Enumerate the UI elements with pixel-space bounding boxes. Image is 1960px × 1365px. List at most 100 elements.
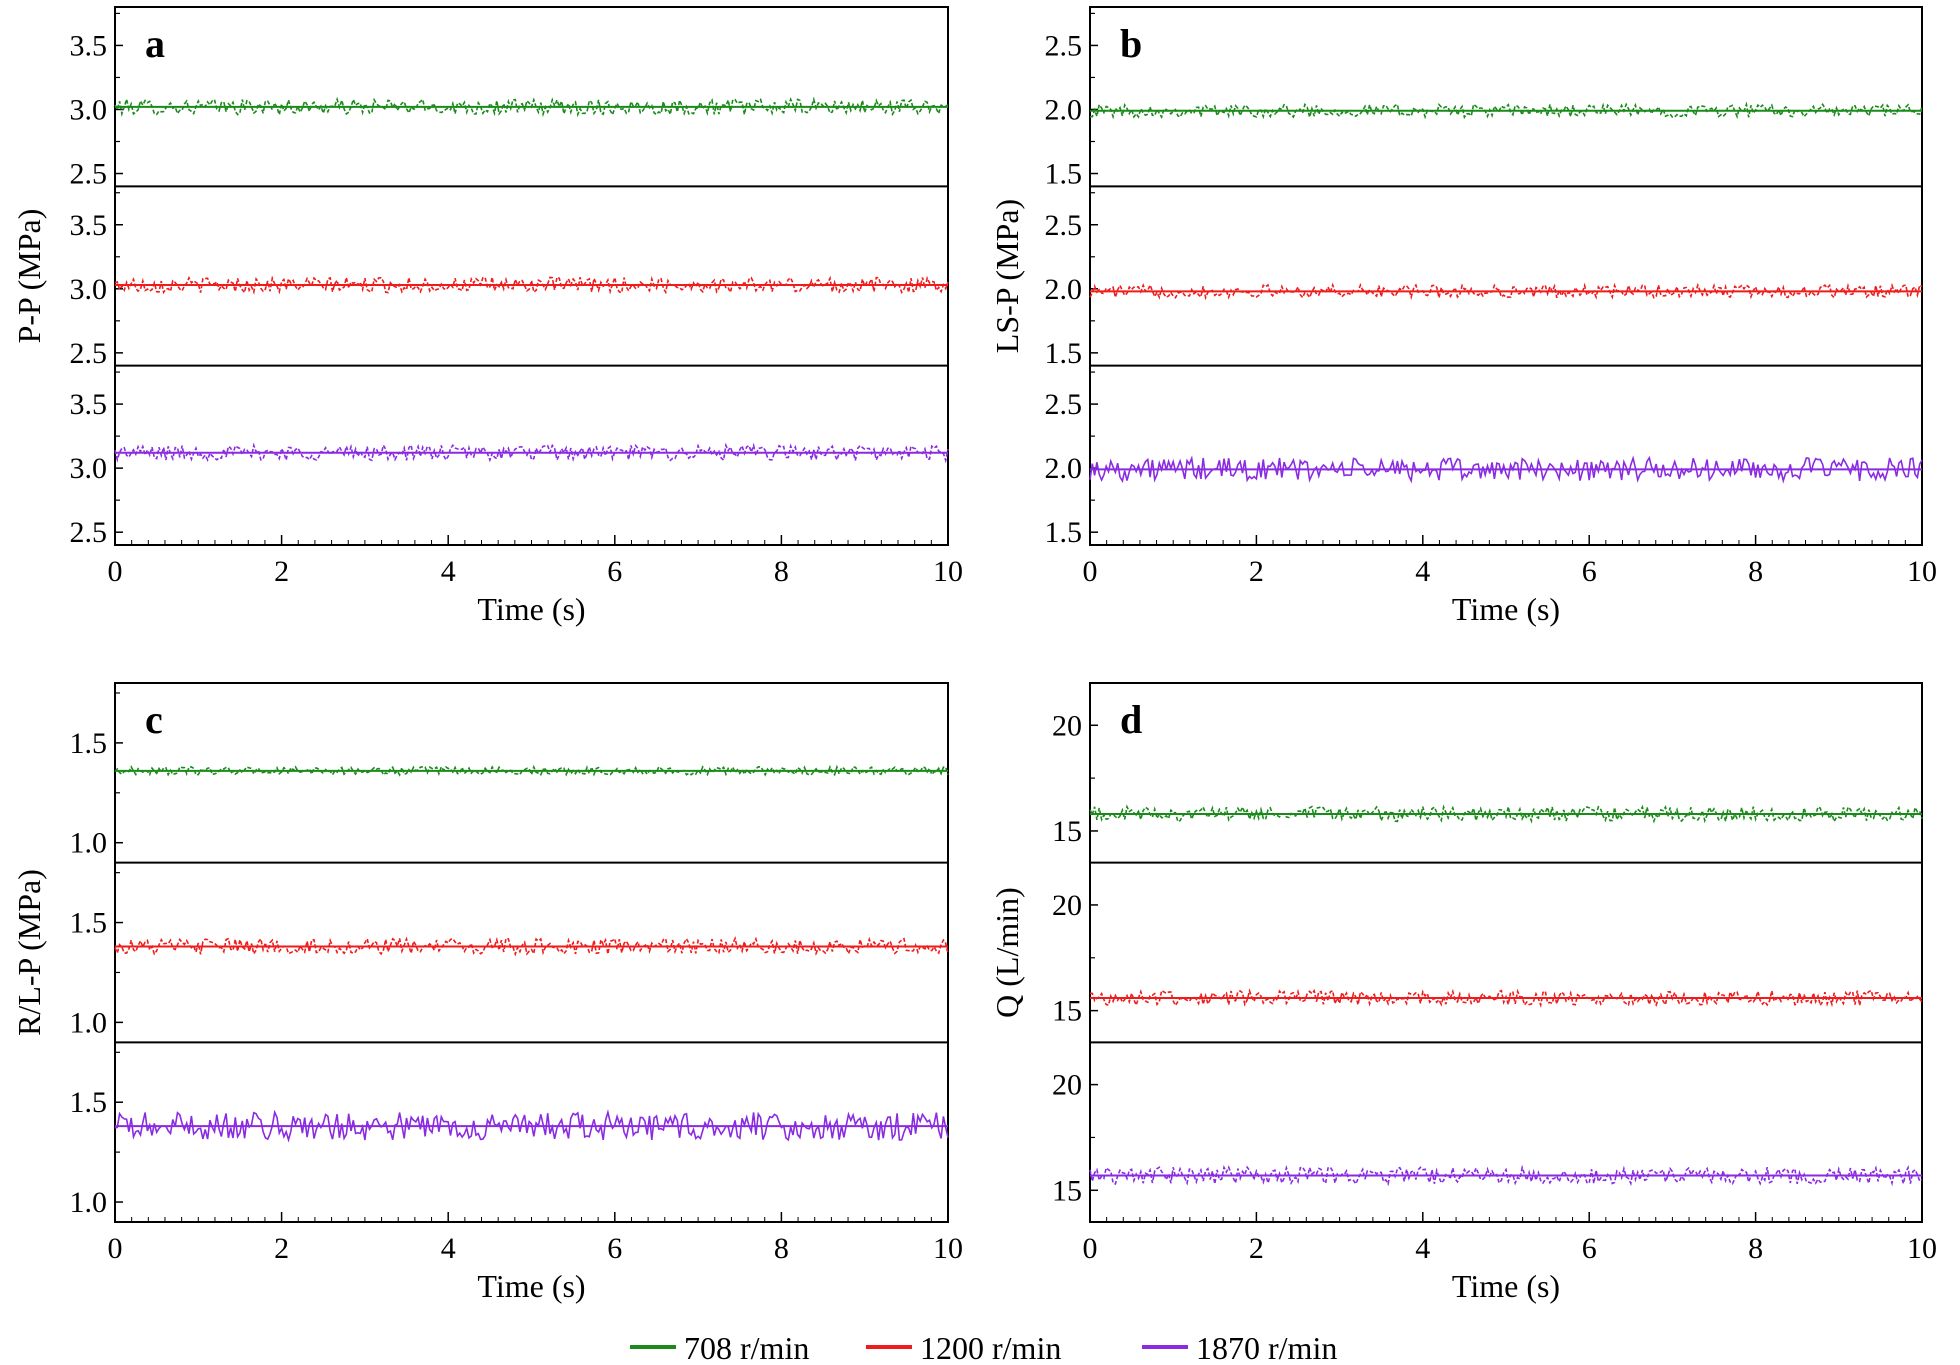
y-tick-label: 1.5 <box>70 907 108 940</box>
x-tick-label: 6 <box>1582 555 1597 588</box>
x-tick-label: 10 <box>933 555 963 588</box>
y-tick-label: 1.0 <box>70 1186 108 1219</box>
x-tick-label: 2 <box>1249 1232 1264 1265</box>
panel-letter: d <box>1120 697 1142 742</box>
y-tick-label: 20 <box>1052 889 1082 922</box>
subplot-b-2: 1.5 2.0 2.5 <box>1045 185 1923 370</box>
x-tick-label: 10 <box>933 1232 963 1265</box>
y-tick-label: 2.5 <box>70 337 108 370</box>
y-tick-label: 3.0 <box>70 93 108 126</box>
y-tick-label: 20 <box>1052 1069 1082 1102</box>
y-tick-label: 2.5 <box>1045 209 1083 242</box>
x-tick-label: 4 <box>1415 1232 1430 1265</box>
series-line <box>1089 282 1923 301</box>
plot-frame <box>114 6 949 546</box>
x-tick-label: 4 <box>441 555 456 588</box>
subplot-a-1: 2.5 3.0 3.5 <box>70 12 949 191</box>
y-tick-label: 20 <box>1052 709 1082 742</box>
subplot-c-2: 1.0 1.5 <box>70 861 949 1039</box>
x-tick-label: 8 <box>774 1232 789 1265</box>
x-tick-label: 0 <box>1083 555 1098 588</box>
series-line <box>1089 1164 1923 1187</box>
x-tick-label: 8 <box>774 555 789 588</box>
plot-frame <box>1089 682 1923 1223</box>
y-tick-label: 1.5 <box>1045 337 1083 370</box>
x-tick-label: 6 <box>607 1232 622 1265</box>
y-axis-title: R/L-P (MPa) <box>11 869 47 1036</box>
subplot-a-3: 2.5 3.0 3.5 <box>70 364 949 549</box>
x-tick-label: 8 <box>1748 1232 1763 1265</box>
subplot-b-3: 1.5 2.0 2.5 <box>1045 364 1923 549</box>
x-tick-label: 0 <box>1083 1232 1098 1265</box>
y-tick-label: 15 <box>1052 815 1082 848</box>
panels: 2.5 3.0 3.5 2.5 3.0 3.5 2.5 3.0 3.5 0 2 4 6 8 10 Time (… <box>11 6 1937 1304</box>
x-tick-label: 6 <box>607 555 622 588</box>
y-tick-label: 15 <box>1052 995 1082 1028</box>
panel-letter: b <box>1120 21 1142 66</box>
legend: 708 r/min 1200 r/min 1870 r/min <box>630 1330 1337 1365</box>
panel-a: 2.5 3.0 3.5 2.5 3.0 3.5 2.5 3.0 3.5 0 2 4 6 8 10 Time (… <box>11 6 963 627</box>
panel-b: 1.5 2.0 2.5 1.5 2.0 2.5 1.5 2.0 2.5 0 2 4 6 8 10 Time (… <box>989 6 1937 627</box>
y-tick-label: 2.0 <box>1045 93 1083 126</box>
series-line <box>114 274 949 295</box>
x-tick-label: 6 <box>1582 1232 1597 1265</box>
y-tick-label: 3.5 <box>70 209 108 242</box>
subplot-a-2: 2.5 3.0 3.5 <box>70 185 949 370</box>
x-tick-label: 8 <box>1748 555 1763 588</box>
legend-label-1870: 1870 r/min <box>1196 1330 1337 1365</box>
y-tick-label: 3.0 <box>70 273 108 306</box>
plot-frame <box>114 682 949 1223</box>
x-tick-label: 10 <box>1907 555 1937 588</box>
subplot-b-1: 1.5 2.0 2.5 <box>1045 12 1923 191</box>
y-axis-title: Q (L/min) <box>989 887 1025 1018</box>
y-tick-label: 2.5 <box>70 158 108 191</box>
x-tick-label: 0 <box>108 1232 123 1265</box>
y-tick-label: 15 <box>1052 1174 1082 1207</box>
panel-letter: c <box>145 697 163 742</box>
series-line <box>114 96 949 118</box>
panel-c: 1.0 1.5 1.0 1.5 1.0 1.5 0 2 4 6 8 10 Time (s) R/L-P (… <box>11 682 963 1304</box>
series-line <box>1089 988 1923 1009</box>
y-tick-label: 1.5 <box>70 1086 108 1119</box>
series-line <box>114 1109 949 1143</box>
panel-letter: a <box>145 21 165 66</box>
y-tick-label: 3.5 <box>70 29 108 62</box>
series-line <box>1089 101 1923 120</box>
x-axis-title: Time (s) <box>477 591 585 627</box>
series-line <box>1089 804 1923 824</box>
series-line <box>114 442 949 464</box>
series-line <box>1089 455 1923 484</box>
x-axis-title: Time (s) <box>1452 591 1560 627</box>
y-axis-title: LS-P (MPa) <box>989 199 1025 353</box>
y-tick-label: 3.5 <box>70 388 108 421</box>
y-tick-label: 1.5 <box>1045 158 1083 191</box>
y-axis-title: P-P (MPa) <box>11 209 47 344</box>
legend-label-708: 708 r/min <box>684 1330 809 1365</box>
x-tick-label: 4 <box>441 1232 456 1265</box>
y-tick-label: 1.0 <box>70 1006 108 1039</box>
y-tick-label: 2.5 <box>1045 388 1083 421</box>
plot-frame <box>1089 6 1923 546</box>
x-axis-title: Time (s) <box>1452 1268 1560 1304</box>
subplot-c-1: 1.0 1.5 <box>70 692 949 860</box>
y-tick-label: 1.0 <box>70 827 108 860</box>
x-tick-label: 2 <box>274 555 289 588</box>
y-tick-label: 2.0 <box>1045 452 1083 485</box>
y-tick-label: 1.5 <box>1045 516 1083 549</box>
x-tick-label: 10 <box>1907 1232 1937 1265</box>
x-tick-label: 0 <box>108 555 123 588</box>
x-tick-label: 4 <box>1415 555 1430 588</box>
subplot-c-3: 1.0 1.5 <box>70 1041 949 1219</box>
y-tick-label: 2.0 <box>1045 273 1083 306</box>
x-axis-title: Time (s) <box>477 1268 585 1304</box>
x-tick-label: 2 <box>274 1232 289 1265</box>
series-line <box>114 936 949 957</box>
x-tick-label: 2 <box>1249 555 1264 588</box>
legend-label-1200: 1200 r/min <box>920 1330 1061 1365</box>
y-tick-label: 2.5 <box>1045 29 1083 62</box>
